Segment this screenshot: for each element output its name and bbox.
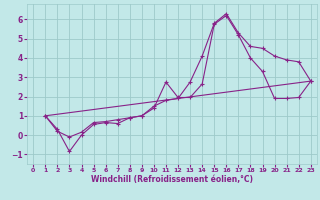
X-axis label: Windchill (Refroidissement éolien,°C): Windchill (Refroidissement éolien,°C): [91, 175, 253, 184]
